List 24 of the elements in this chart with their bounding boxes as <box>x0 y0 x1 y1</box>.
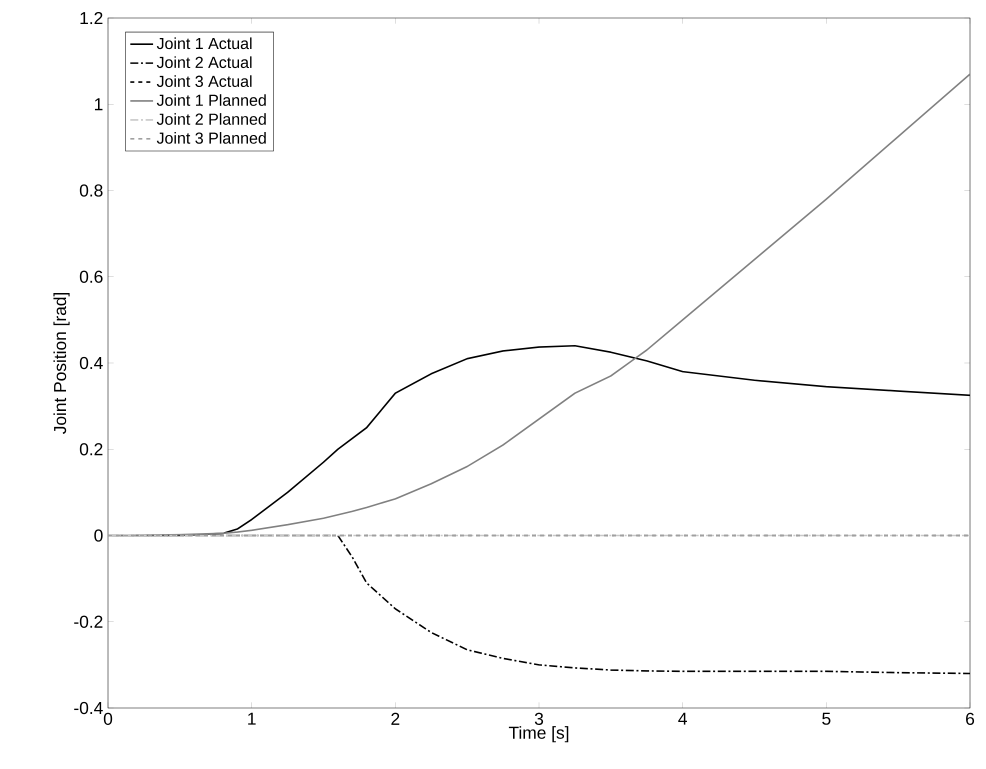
legend-label: Joint 1 Planned <box>156 94 266 106</box>
y-tick-label: 1 <box>94 98 102 110</box>
y-tick-label: 0.6 <box>80 270 103 283</box>
x-tick-label: 4 <box>678 712 687 725</box>
x-tick-label: 5 <box>822 712 830 725</box>
x-tick-label: 0 <box>104 712 112 725</box>
y-axis-title: Joint Position [rad] <box>53 292 70 434</box>
y-tick-label: 1.2 <box>80 12 102 24</box>
y-tick-label: 0.4 <box>80 356 103 370</box>
x-tick-label: 2 <box>391 712 400 725</box>
y-tick-label: 0.2 <box>80 443 102 456</box>
y-tick-label: -0.4 <box>74 702 103 714</box>
legend-label: Joint 3 Planned <box>156 132 266 144</box>
x-tick-label: 6 <box>966 712 974 725</box>
legend-label: Joint 3 Actual <box>156 75 252 87</box>
y-tick-label: 0 <box>94 529 103 542</box>
x-tick-label: 1 <box>248 712 256 725</box>
legend-label: Joint 2 Actual <box>156 56 252 68</box>
x-tick-label: 3 <box>534 712 544 725</box>
y-tick-label: -0.2 <box>74 616 102 628</box>
y-tick-label: 0.8 <box>80 184 103 197</box>
x-axis-title: Time [s] <box>508 726 568 742</box>
legend-label: Joint 1 Actual <box>156 37 252 50</box>
legend-label: Joint 2 Planned <box>156 113 266 125</box>
